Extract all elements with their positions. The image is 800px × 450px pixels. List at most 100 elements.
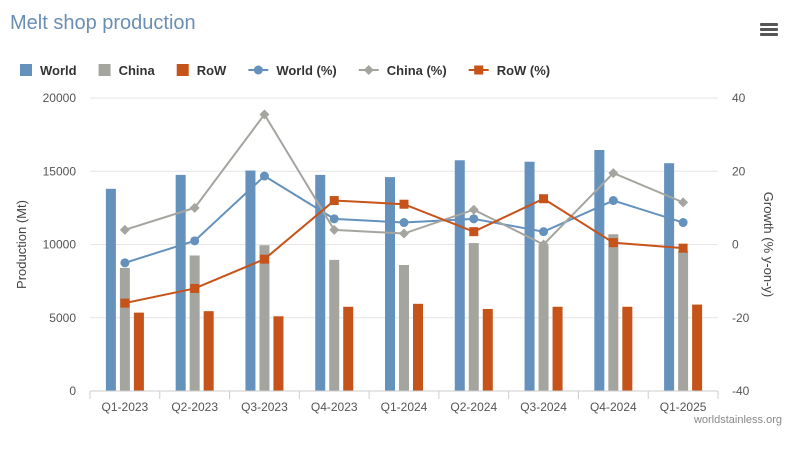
bar-world: [524, 161, 535, 391]
chart-title: Melt shop production: [10, 12, 196, 34]
axes: 0 5000 10000 15000 20000 -40 -20 0 20 40 Q1-2023 Q2…: [14, 91, 776, 414]
marker-china-growth: [538, 239, 549, 250]
legend-label-world: World: [40, 63, 77, 78]
legend-swatch-row: [176, 64, 189, 76]
y-tick-left: 0: [69, 384, 76, 398]
bar-china: [538, 245, 549, 391]
marker-row-growth: [120, 298, 130, 308]
legend-label-world: World (%): [276, 63, 336, 78]
bar-china: [189, 255, 200, 391]
marker-row-growth: [608, 238, 618, 248]
y-axis-title-left: Production (Mt): [14, 200, 29, 289]
hamburger-menu-icon[interactable]: [760, 23, 778, 37]
bar-row: [482, 308, 493, 391]
marker-world-growth: [329, 214, 339, 224]
bar-world: [664, 163, 675, 391]
legend-marker-world: [253, 65, 263, 75]
marker-row-growth: [329, 196, 339, 206]
marker-china-growth: [329, 224, 340, 235]
marker-row-growth: [190, 283, 200, 293]
bar-row: [692, 304, 703, 391]
y-tick-right: 0: [732, 238, 739, 252]
legend-label-row: RoW: [197, 63, 227, 78]
menu-bar: [760, 23, 778, 26]
menu-bar: [760, 33, 778, 36]
marker-china-growth: [608, 168, 619, 179]
bar-world: [245, 170, 256, 391]
marker-row-growth: [259, 254, 269, 264]
bar-row: [622, 306, 633, 391]
y-tick-right: 40: [732, 91, 746, 105]
marker-world-growth: [539, 227, 549, 237]
legend-item-china[interactable]: China (%): [358, 63, 447, 78]
y-tick-right: -40: [732, 384, 750, 398]
bar-row: [343, 306, 354, 391]
marker-row-growth: [539, 194, 549, 204]
bar-row: [273, 316, 284, 391]
bars: [105, 150, 703, 391]
marker-world-growth: [190, 236, 200, 246]
y-tick-left: 20000: [43, 91, 77, 105]
legend-item-row[interactable]: RoW (%): [468, 63, 550, 78]
marker-world-growth: [469, 214, 479, 224]
legend-label-china: China: [119, 63, 156, 78]
marker-china-growth: [119, 224, 130, 235]
legend-swatch-china: [98, 64, 111, 76]
y-tick-right: -20: [732, 311, 750, 325]
marker-world-growth: [678, 218, 688, 228]
bar-world: [454, 160, 465, 391]
bar-row: [413, 303, 423, 391]
bar-china: [259, 245, 270, 391]
marker-row-growth: [399, 199, 409, 209]
marker-world-growth: [259, 171, 269, 181]
source-credit[interactable]: worldstainless.org: [693, 414, 782, 426]
bar-world: [105, 188, 116, 391]
x-tick-label: Q1-2023: [102, 400, 149, 414]
legend-marker-china: [363, 65, 374, 75]
bar-china: [119, 267, 130, 391]
marker-world-growth: [399, 218, 409, 228]
bar-row: [203, 311, 214, 391]
x-tick-label: Q1-2025: [660, 400, 707, 414]
legend-swatch-world: [20, 64, 32, 76]
marker-china-growth: [399, 228, 409, 239]
marker-china-growth: [678, 197, 689, 208]
legend-label-row: RoW (%): [497, 63, 550, 78]
bar-china: [399, 265, 409, 391]
y-tick-left: 10000: [43, 238, 77, 252]
bar-china: [468, 243, 479, 391]
marker-row-growth: [469, 227, 479, 237]
marker-china-growth: [468, 204, 479, 215]
legend-marker-row: [474, 65, 484, 75]
x-tick-label: Q3-2024: [520, 400, 567, 414]
x-tick-label: Q2-2023: [171, 400, 218, 414]
bar-world: [594, 150, 605, 391]
bar-row: [133, 312, 144, 391]
y-axis-title-right: Growth (% y-on-y): [761, 192, 776, 297]
y-tick-left: 5000: [49, 311, 76, 325]
marker-row-growth: [678, 243, 688, 253]
marker-world-growth: [608, 196, 618, 206]
bar-china: [608, 234, 619, 391]
x-tick-label: Q1-2024: [381, 400, 428, 414]
x-tick-label: Q4-2024: [590, 400, 637, 414]
bar-world: [175, 174, 186, 391]
x-tick-label: Q4-2023: [311, 400, 358, 414]
x-tick-label: Q2-2024: [450, 400, 497, 414]
bar-world: [315, 174, 326, 391]
marker-china-growth: [189, 202, 200, 213]
legend: World China RoW World (%) China (%) RoW (%): [20, 63, 550, 78]
legend-item-china[interactable]: China: [98, 63, 156, 78]
bar-china: [329, 259, 340, 391]
y-tick-right: 20: [732, 164, 746, 178]
legend-item-world[interactable]: World (%): [248, 63, 337, 78]
x-tick-label: Q3-2023: [241, 400, 288, 414]
bar-china: [678, 251, 689, 391]
bar-row: [552, 306, 563, 391]
legend-item-world[interactable]: World: [20, 63, 77, 78]
legend-item-row[interactable]: RoW: [176, 63, 227, 78]
menu-bar: [760, 28, 778, 31]
lines: [119, 109, 689, 308]
y-tick-left: 15000: [43, 164, 77, 178]
